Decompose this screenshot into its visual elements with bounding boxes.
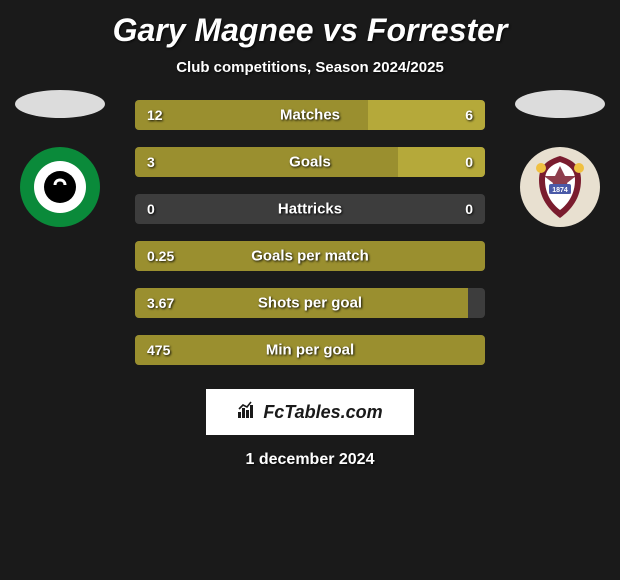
avatar-placeholder-left <box>15 90 105 118</box>
player-left-panel <box>0 90 120 228</box>
avatar-placeholder-right <box>515 90 605 118</box>
stat-row: 12 6 Matches <box>135 100 485 130</box>
stats-rows: 12 6 Matches 3 0 Goals 0 0 Hattricks 0.25 Goals pe… <box>135 100 485 365</box>
stat-value-left: 3.67 <box>147 295 174 311</box>
stat-label: Min per goal <box>266 342 354 359</box>
stat-value-right: 0 <box>465 154 473 170</box>
club-right-icon: 1874 <box>519 146 601 228</box>
chart-icon <box>237 401 257 424</box>
page-subtitle: Club competitions, Season 2024/2025 <box>0 59 620 76</box>
stat-value-left: 0 <box>147 201 155 217</box>
club-badge-right: 1874 <box>519 146 601 228</box>
stat-row: 0.25 Goals per match <box>135 241 485 271</box>
club-badge-left <box>19 146 101 228</box>
stat-value-left: 0.25 <box>147 248 174 264</box>
stat-row: 475 Min per goal <box>135 335 485 365</box>
player-right-panel: 1874 <box>500 90 620 228</box>
stat-row: 0 0 Hattricks <box>135 194 485 224</box>
stat-label: Matches <box>280 107 340 124</box>
stat-value-left: 12 <box>147 107 163 123</box>
stat-value-right: 6 <box>465 107 473 123</box>
stat-row: 3 0 Goals <box>135 147 485 177</box>
date-label: 1 december 2024 <box>0 451 620 469</box>
stat-label: Hattricks <box>278 201 342 218</box>
watermark-text: FcTables.com <box>263 402 382 423</box>
stat-label: Goals per match <box>251 248 369 265</box>
stat-label: Shots per goal <box>258 295 362 312</box>
stat-value-left: 475 <box>147 342 170 358</box>
watermark: FcTables.com <box>206 389 414 435</box>
page-title: Gary Magnee vs Forrester <box>0 0 620 49</box>
stat-value-left: 3 <box>147 154 155 170</box>
stat-row: 3.67 Shots per goal <box>135 288 485 318</box>
svg-text:1874: 1874 <box>552 187 568 194</box>
stat-label: Goals <box>289 154 331 171</box>
comparison-container: 1874 12 6 Matches 3 0 Goals 0 0 Hattricks 0.25 Goa… <box>0 100 620 365</box>
bar-left <box>135 147 398 177</box>
stat-value-right: 0 <box>465 201 473 217</box>
club-left-icon <box>19 146 101 228</box>
